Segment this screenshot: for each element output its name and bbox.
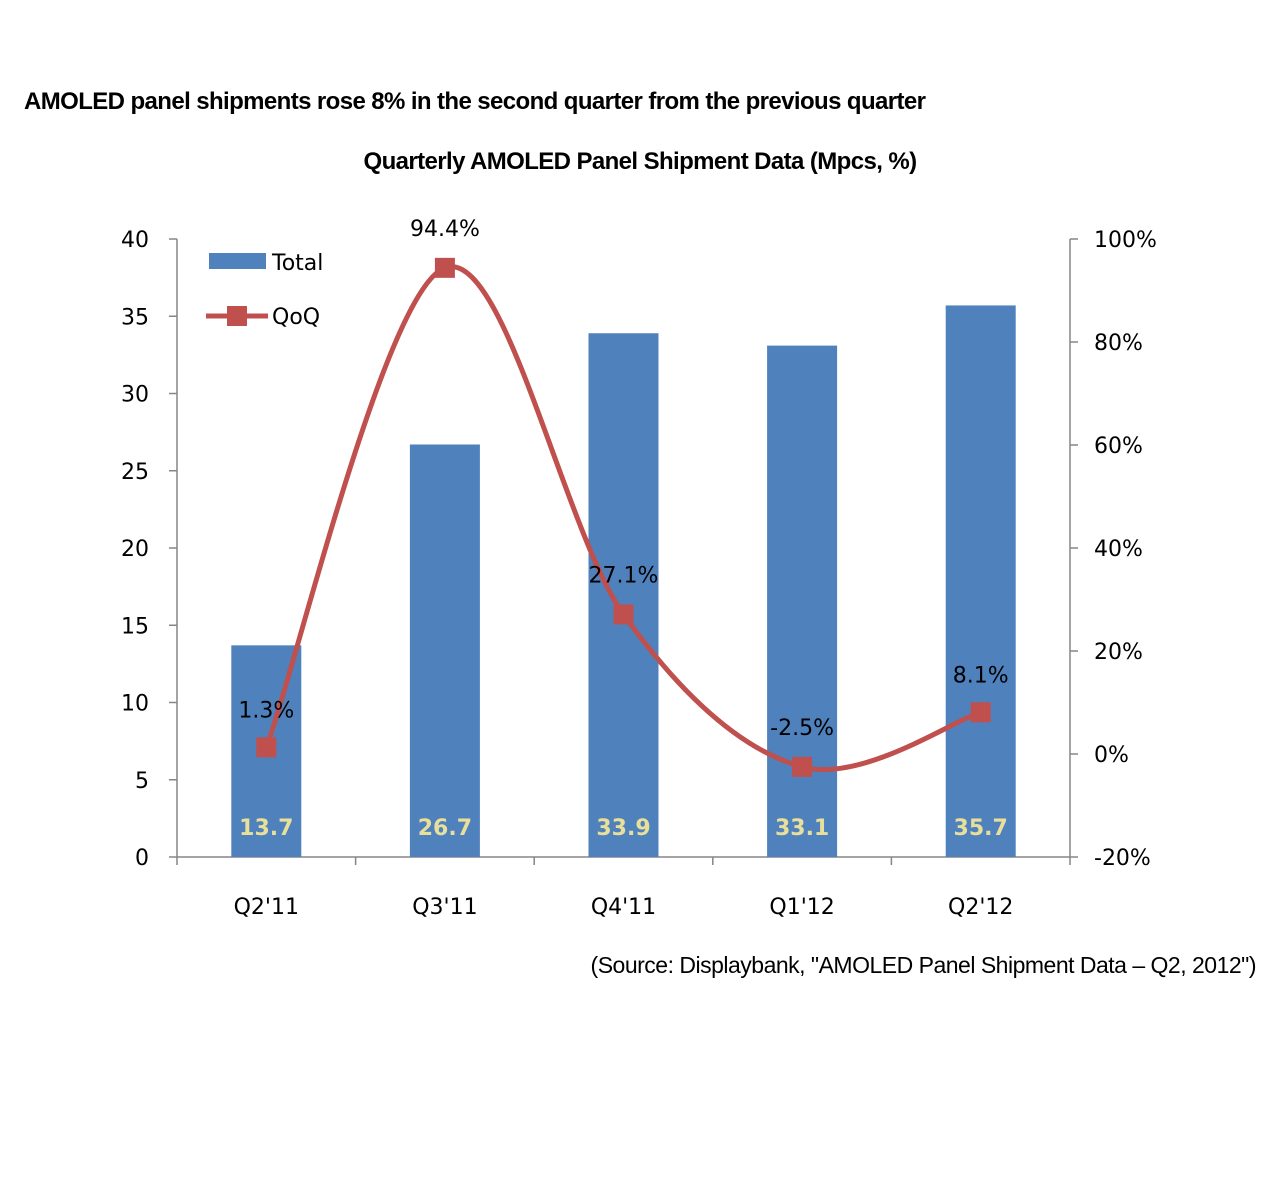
qoq-line [263,264,982,773]
qoq-value-label: 8.1% [953,663,1009,688]
qoq-marker [613,604,634,625]
left-tick-label: 20 [121,537,149,562]
x-tick-label: Q2'11 [234,895,299,920]
qoq-marker [256,737,277,758]
right-tick-label: 80% [1094,331,1143,356]
left-tick-label: 0 [135,846,149,871]
left-tick-label: 40 [121,228,149,253]
qoq-value-label: 94.4% [410,217,480,242]
right-tick-label: 60% [1094,434,1143,459]
qoq-marker [792,756,813,777]
qoq-value-label: 27.1% [589,563,659,588]
legend-label-total: Total [271,251,323,276]
left-tick-label: 10 [121,692,149,717]
left-tick-label: 25 [121,460,149,485]
qoq-value-label: -2.5% [770,716,834,741]
right-tick-label: 40% [1094,537,1143,562]
bar [409,444,480,857]
source-note: (Source: Displaybank, "AMOLED Panel Ship… [590,952,1257,978]
bar-value-label: 26.7 [418,816,472,841]
qoq-marker [970,702,991,723]
bar-value-label: 13.7 [239,816,293,841]
qoq-value-label: 1.3% [238,698,294,723]
right-tick-label: 100% [1094,228,1157,253]
chart-title: Quarterly AMOLED Panel Shipment Data (Mp… [363,148,918,175]
x-tick-label: Q3'11 [412,895,477,920]
bar-value-label: 33.9 [596,816,650,841]
right-tick-label: -20% [1094,846,1151,871]
bar-value-label: 35.7 [954,816,1008,841]
legend: Total QoQ [206,251,323,330]
chart-headline: AMOLED panel shipments rose 8% in the se… [24,88,926,115]
bar-value-label: 33.1 [775,816,829,841]
x-tick-label: Q2'12 [948,895,1013,920]
qoq-marker [434,257,455,278]
right-tick-label: 20% [1094,640,1143,665]
left-tick-label: 30 [121,383,149,408]
legend-marker-qoq [227,306,247,326]
x-tick-label: Q4'11 [591,895,656,920]
bar [767,345,838,857]
left-tick-label: 15 [121,614,149,639]
x-tick-label: Q1'12 [769,895,834,920]
axes: 0 5 10 15 20 25 30 35 40 -20% 0% 20% 40% 60% 80% 100% Q2… [121,228,1157,920]
legend-swatch-total [209,253,266,269]
left-tick-label: 5 [135,769,149,794]
line-series: 1.3% 94.4% 27.1% -2.5% 8.1% [238,217,1009,777]
left-tick-label: 35 [121,305,149,330]
bar [588,333,659,857]
legend-label-qoq: QoQ [272,305,320,330]
right-tick-label: 0% [1094,743,1129,768]
bar [945,305,1016,857]
